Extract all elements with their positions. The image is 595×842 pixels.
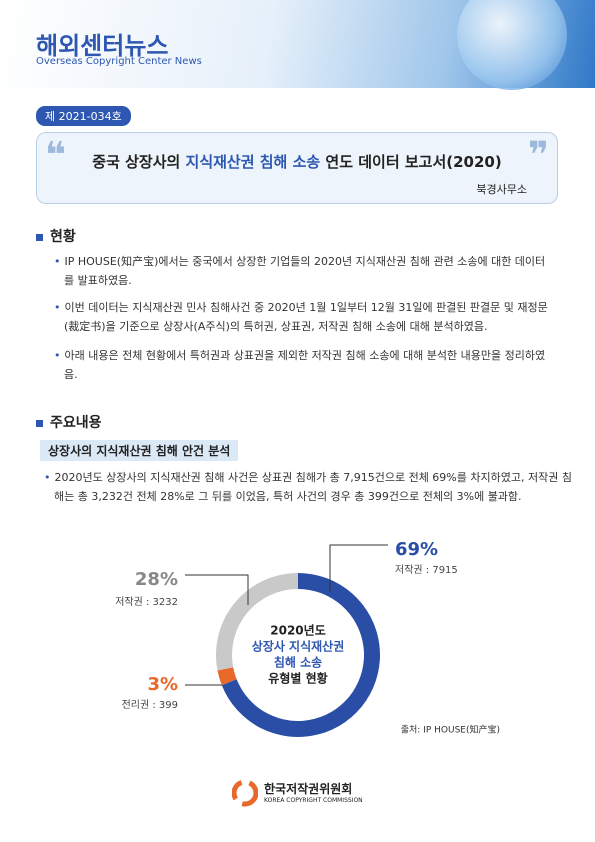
logo bbox=[232, 779, 258, 807]
bullet: IP HOUSE(知产宝)에서는 중국에서 상장한 기업들의 2020년 지식재… bbox=[52, 252, 554, 290]
category-label: 저작권 : 3232 bbox=[115, 596, 178, 608]
quote-mark: ❞ bbox=[527, 135, 549, 176]
leader-line bbox=[329, 544, 388, 592]
value-label: 69% bbox=[395, 539, 438, 560]
category-label: 저작권 : 7915 bbox=[395, 564, 458, 576]
source: 출처: IP HOUSE(知产宝) bbox=[401, 724, 500, 736]
title-part: 중국 상장사의 bbox=[92, 153, 186, 171]
center-text: 유형별 현황 bbox=[268, 671, 327, 686]
office: 북경사무소 bbox=[476, 183, 527, 196]
issue: 제 2021-034호 bbox=[36, 106, 131, 126]
bullet: 이번 데이터는 지식재산권 민사 침해사건 중 2020년 1월 1일부터 12… bbox=[52, 298, 554, 336]
report-box: ❝ ❞ 중국 상장사의 지식재산권 침해 소송 연도 데이터 보고서(2020)… bbox=[36, 132, 558, 204]
value-label: 28% bbox=[135, 569, 178, 590]
category-label: 전리권 : 399 bbox=[122, 699, 178, 711]
donut-segment bbox=[215, 573, 298, 671]
center-text: 상장사 지식재산권 bbox=[252, 639, 345, 654]
quote-mark: ❝ bbox=[45, 135, 67, 176]
heading: 주요내용 bbox=[36, 412, 102, 432]
globe bbox=[457, 0, 567, 90]
title-part: 연도 데이터 보고서(2020) bbox=[320, 153, 502, 171]
org: 한국저작권위원회 bbox=[264, 782, 353, 796]
title: 해외센터뉴스 bbox=[36, 32, 169, 60]
title-part: 지식재산권 침해 소송 bbox=[185, 153, 321, 171]
heading: 현황 bbox=[36, 226, 76, 246]
org-en: KOREA COPYRIGHT COMMISSION bbox=[264, 797, 363, 804]
center-text: 침해 소송 bbox=[274, 655, 322, 670]
leader-line bbox=[185, 574, 249, 605]
chart: 69% 저작권 : 7915 3% 전리권 : 399 28% 저작권 : 3232 202… bbox=[115, 539, 500, 737]
donut-segment bbox=[217, 667, 237, 686]
subheading: 상장사의 지식재산권 침해 안건 분석 bbox=[40, 440, 239, 461]
subtitle: Overseas Copyright Center News bbox=[36, 56, 202, 67]
report-title: 중국 상장사의 지식재산권 침해 소송 연도 데이터 보고서(2020) bbox=[37, 151, 557, 172]
value-label: 3% bbox=[147, 674, 178, 695]
bullet: 아래 내용은 전체 현황에서 특허권과 상표권을 제외한 저작권 침해 소송에 … bbox=[52, 346, 554, 384]
bullet: 2020년도 상장사의 지식재산권 침해 사건은 상표권 침해가 총 7,915… bbox=[42, 468, 574, 506]
center-text: 2020년도 bbox=[270, 624, 325, 638]
